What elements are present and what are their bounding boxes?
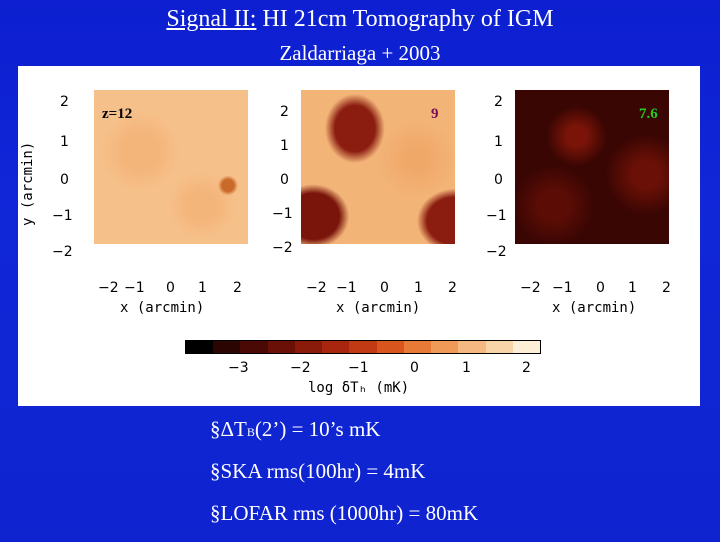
y-tick: −1 [486, 208, 507, 224]
y-tick: 1 [494, 134, 503, 150]
y-tick: 2 [60, 94, 69, 110]
y-tick: −2 [486, 244, 507, 260]
colorbar-segment [322, 341, 350, 353]
x-axis-title: x (arcmin) [336, 300, 421, 316]
colorbar-segment [376, 341, 404, 353]
colorbar-tick: −3 [228, 360, 249, 376]
colorbar [185, 340, 541, 354]
colorbar-tick: 1 [462, 360, 471, 376]
y-tick: −2 [52, 244, 73, 260]
y-tick: 2 [494, 94, 503, 110]
x-tick: 2 [662, 280, 671, 296]
colorbar-tick: −1 [348, 360, 369, 376]
y-tick: −2 [272, 240, 293, 256]
x-tick: −1 [552, 280, 573, 296]
panel-label-z7-6: 7.6 [639, 106, 658, 122]
slide-title: Signal II: HI 21cm Tomography of IGM [0, 6, 720, 33]
x-tick: −2 [306, 280, 327, 296]
bullet-1-sub: B [246, 425, 255, 439]
title-prefix: Signal II: [166, 6, 257, 32]
tomography-figure: y (arcmin) z=12 9 7.6 2 1 0 −1 −2 2 1 0 … [18, 66, 700, 406]
x-axis-title: x (arcmin) [120, 300, 205, 316]
bullet-list: §ΔTB(2’) = 10’s mK §SKA rms(100hr) = 4mK… [210, 416, 478, 542]
x-tick: 0 [596, 280, 605, 296]
panel-label-z12: z=12 [102, 106, 133, 122]
y-tick: 2 [280, 104, 289, 120]
panel-z12: z=12 [94, 90, 248, 244]
colorbar-segment [485, 341, 513, 353]
y-axis-title: y (arcmin) [20, 141, 36, 226]
colorbar-segment [458, 341, 486, 353]
bullet-ska: §SKA rms(100hr) = 4mK [210, 459, 426, 483]
x-tick: 1 [628, 280, 637, 296]
colorbar-segment [294, 341, 323, 353]
panel-z7-6: 7.6 [515, 90, 669, 244]
panel-z9: 9 [301, 90, 455, 244]
colorbar-tick: −2 [290, 360, 311, 376]
colorbar-tick: 2 [522, 360, 531, 376]
x-tick: 0 [166, 280, 175, 296]
bullet-lofar: §LOFAR rms (1000hr) = 80mK [210, 501, 479, 525]
x-tick: 2 [233, 280, 242, 296]
x-tick: −1 [124, 280, 145, 296]
y-tick: 1 [60, 134, 69, 150]
colorbar-segment [267, 341, 295, 353]
y-tick: 1 [280, 138, 289, 154]
y-tick: 0 [494, 172, 503, 188]
y-tick: −1 [272, 206, 293, 222]
slide-subtitle: Zaldarriaga + 2003 [279, 41, 441, 65]
bullet-delta-tb: §ΔTB(2’) = 10’s mK [210, 416, 478, 458]
colorbar-segment [349, 341, 377, 353]
colorbar-tick: 0 [410, 360, 419, 376]
panel-label-z9: 9 [431, 106, 439, 122]
x-tick: 2 [448, 280, 457, 296]
y-tick: −1 [52, 208, 73, 224]
x-tick: −2 [98, 280, 119, 296]
x-tick: 1 [198, 280, 207, 296]
y-tick: 0 [60, 172, 69, 188]
colorbar-segment [186, 341, 214, 353]
colorbar-title: log δTₕ (mK) [308, 380, 410, 396]
colorbar-segment [213, 341, 241, 353]
colorbar-segment [240, 341, 268, 353]
colorbar-segment [431, 341, 459, 353]
bullet-1-rest: (2’) = 10’s mK [254, 417, 381, 441]
y-tick: 0 [280, 172, 289, 188]
x-axis-title: x (arcmin) [552, 300, 637, 316]
title-rest: HI 21cm Tomography of IGM [256, 6, 554, 32]
x-tick: 1 [414, 280, 423, 296]
colorbar-segment [512, 341, 541, 353]
x-tick: −2 [520, 280, 541, 296]
x-tick: −1 [336, 280, 357, 296]
bullet-1-prefix: §ΔT [210, 417, 247, 441]
colorbar-segment [403, 341, 432, 353]
x-tick: 0 [380, 280, 389, 296]
